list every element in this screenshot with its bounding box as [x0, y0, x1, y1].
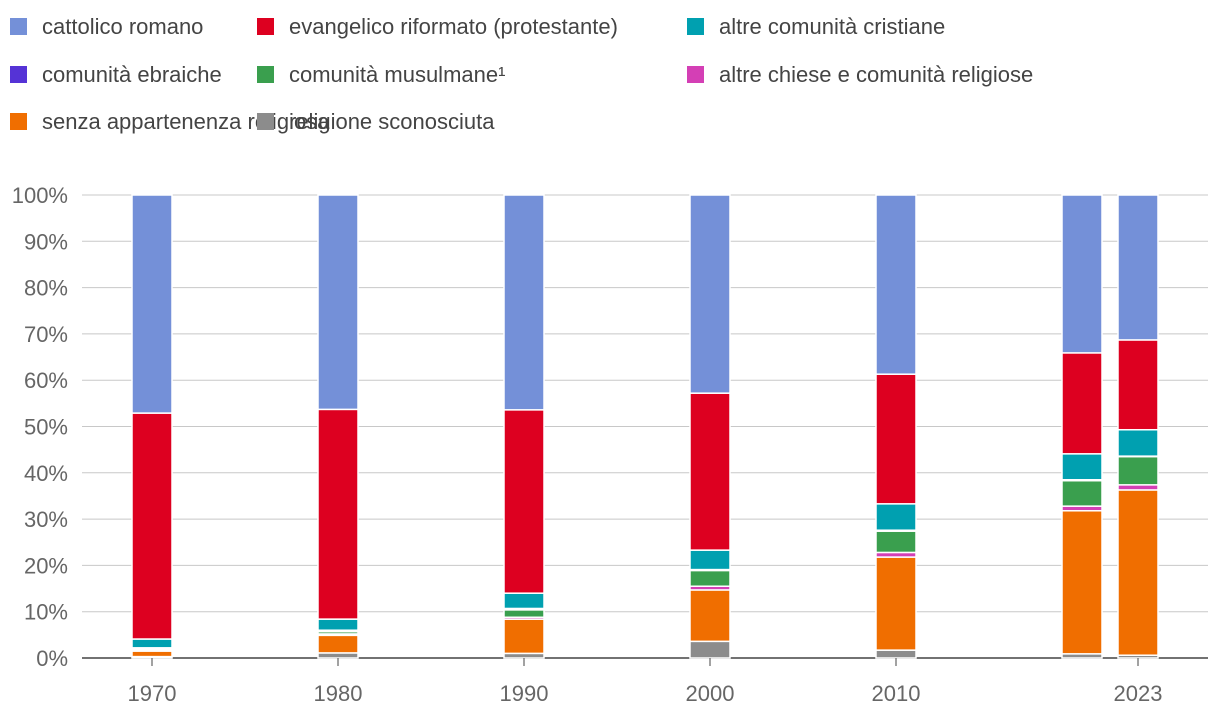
bar-segment-cattolico-romano — [317, 194, 359, 411]
legend-label: cattolico romano — [42, 14, 203, 39]
legend-item-cattolico-romano: cattolico romano — [10, 14, 203, 39]
bar-segment-comunita-musulmane — [1117, 455, 1159, 486]
bar-segment-cattolico-romano — [1061, 194, 1103, 354]
x-tick-label: 2010 — [872, 681, 921, 706]
bar-segment-altre-chiese-e-comunita-religiose — [1117, 484, 1159, 491]
legend-label: comunità musulmane¹ — [289, 62, 505, 87]
bar-segment-evangelico-riformato-protestante — [503, 409, 545, 594]
bar-segment-evangelico-riformato-protestante — [1117, 339, 1159, 431]
bar-segment-altre-comunita-cristiane — [131, 638, 173, 649]
x-tick-label: 2023 — [1114, 681, 1163, 706]
bar-segment-altre-comunita-cristiane — [317, 618, 359, 631]
legend-swatch — [10, 18, 27, 35]
bars — [131, 194, 1159, 659]
bar-segment-cattolico-romano — [131, 194, 173, 414]
bar-segment-cattolico-romano — [503, 194, 545, 411]
bar-stack-2023 — [1061, 194, 1103, 659]
y-axis: 0% 10% 20% 30% 40% 50% 60% 70% 80% 90% 100% — [12, 183, 68, 671]
bar-stack-1980 — [317, 194, 359, 659]
legend-item-religione-sconosciuta: religione sconosciuta — [257, 109, 495, 134]
x-axis: 1970 1980 1990 2000 2010 2023 — [128, 658, 1163, 706]
bar-stack-2023-b — [1117, 194, 1159, 659]
y-tick-label: 100% — [12, 183, 68, 208]
gridlines — [82, 194, 1208, 659]
bar-segment-evangelico-riformato-protestante — [317, 408, 359, 620]
bar-segment-cattolico-romano — [1117, 194, 1159, 341]
bar-segment-religione-sconosciuta — [689, 640, 731, 659]
bar-segment-senza-appartenenza-religiosa — [503, 618, 545, 655]
legend-item-altre-comunita-cristiane: altre comunità cristiane — [687, 14, 945, 39]
legend-item-evangelico-riformato-protestante: evangelico riformato (protestante) — [257, 14, 618, 39]
bar-segment-evangelico-riformato-protestante — [1061, 352, 1103, 455]
bar-segment-altre-comunita-cristiane — [503, 592, 545, 610]
x-tick-label: 1970 — [128, 681, 177, 706]
bar-segment-evangelico-riformato-protestante — [875, 373, 917, 505]
bar-segment-religione-sconosciuta — [317, 652, 359, 659]
bar-segment-senza-appartenenza-religiosa — [317, 634, 359, 654]
bar-segment-altre-comunita-cristiane — [689, 549, 731, 571]
legend-swatch — [257, 66, 274, 83]
legend-swatch — [10, 66, 27, 83]
bar-stack-2000 — [689, 194, 731, 659]
bar-segment-senza-appartenenza-religiosa — [689, 589, 731, 643]
legend-label: altre comunità cristiane — [719, 14, 945, 39]
y-tick-label: 70% — [24, 322, 68, 347]
bar-segment-senza-appartenenza-religiosa — [131, 650, 173, 658]
legend-item-comunita-ebraiche: comunità ebraiche — [10, 62, 222, 87]
legend-label: religione sconosciuta — [289, 109, 495, 134]
y-tick-label: 10% — [24, 600, 68, 625]
bar-segment-cattolico-romano — [689, 194, 731, 394]
legend: cattolico romano evangelico riformato (pr… — [10, 14, 1033, 134]
bar-segment-senza-appartenenza-religiosa — [1117, 489, 1159, 656]
bar-stack-2010 — [875, 194, 917, 659]
y-tick-label: 80% — [24, 276, 68, 301]
x-tick-label: 1990 — [500, 681, 549, 706]
legend-label: evangelico riformato (protestante) — [289, 14, 618, 39]
y-tick-label: 40% — [24, 461, 68, 486]
bar-segment-evangelico-riformato-protestante — [689, 392, 731, 551]
bar-segment-senza-appartenenza-religiosa — [875, 556, 917, 651]
bar-segment-evangelico-riformato-protestante — [131, 412, 173, 640]
legend-item-senza-appartenenza-religiosa: senza appartenenza religiosa — [10, 109, 330, 134]
legend-label: altre chiese e comunità religiose — [719, 62, 1033, 87]
bar-segment-comunita-musulmane — [1061, 479, 1103, 507]
y-tick-label: 90% — [24, 229, 68, 254]
legend-item-altre-chiese-e-comunita-religiose: altre chiese e comunità religiose — [687, 62, 1033, 87]
legend-swatch — [687, 18, 704, 35]
x-tick-label: 2000 — [686, 681, 735, 706]
bar-stack-1990 — [503, 194, 545, 659]
bar-stack-1970 — [131, 194, 173, 659]
x-tick-label: 1980 — [314, 681, 363, 706]
bar-segment-comunita-musulmane — [503, 609, 545, 619]
legend-item-comunita-musulmane: comunità musulmane¹ — [257, 62, 505, 87]
bar-segment-cattolico-romano — [875, 194, 917, 375]
bar-segment-senza-appartenenza-religiosa — [1061, 510, 1103, 655]
y-tick-label: 30% — [24, 507, 68, 532]
y-tick-label: 60% — [24, 368, 68, 393]
legend-swatch — [257, 113, 274, 130]
bar-segment-altre-comunita-cristiane — [1117, 428, 1159, 457]
bar-segment-altre-comunita-cristiane — [1061, 453, 1103, 481]
legend-label: comunità ebraiche — [42, 62, 222, 87]
y-tick-label: 0% — [36, 646, 68, 671]
bar-segment-religione-sconosciuta — [875, 649, 917, 659]
legend-swatch — [687, 66, 704, 83]
legend-swatch — [257, 18, 274, 35]
y-tick-label: 50% — [24, 415, 68, 440]
bar-segment-altre-comunita-cristiane — [875, 503, 917, 531]
y-tick-label: 20% — [24, 553, 68, 578]
legend-label: senza appartenenza religiosa — [42, 109, 330, 134]
legend-swatch — [10, 113, 27, 130]
bar-segment-comunita-musulmane — [875, 530, 917, 554]
bar-segment-comunita-musulmane — [689, 569, 731, 587]
